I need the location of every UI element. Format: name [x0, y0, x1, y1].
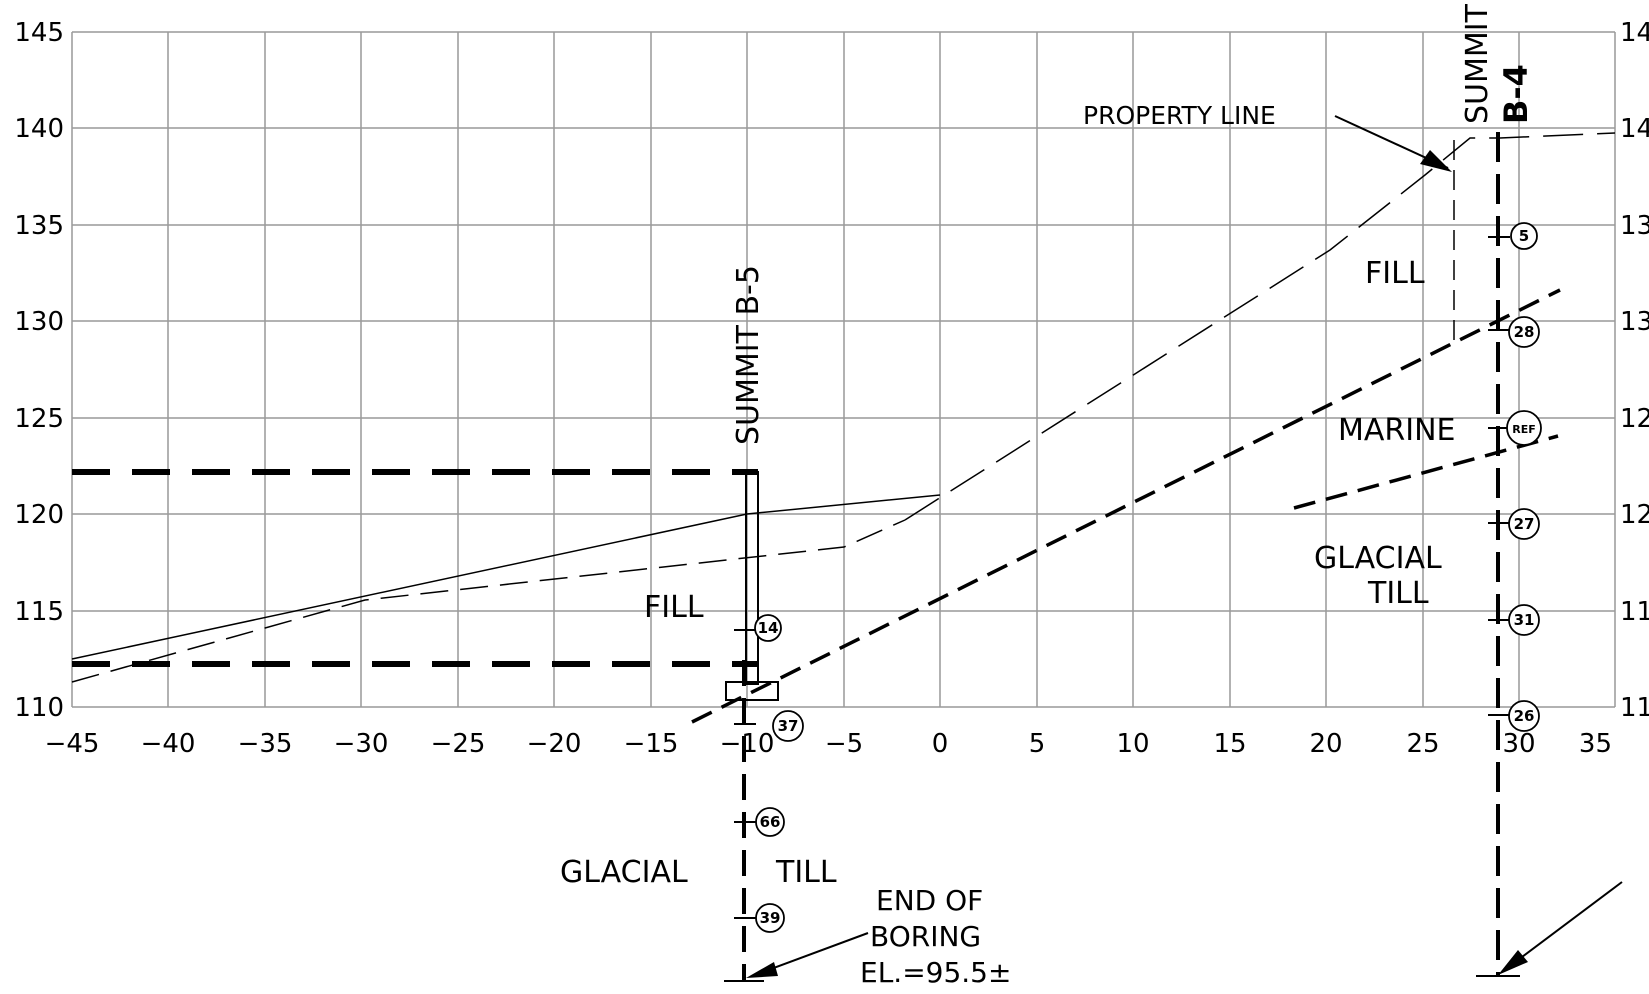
thin-dashed-profile: [904, 132, 1616, 521]
end-of-boring-line1: END OF: [876, 884, 983, 917]
y-tick-label: 145: [14, 18, 64, 48]
blow-count-b4-31: 31: [1508, 604, 1540, 636]
x-tick-label: −30: [334, 729, 389, 759]
y-tick-label-right: 145: [1620, 18, 1649, 48]
x-tick-label: −5: [825, 729, 863, 759]
svg-text:5: 5: [1519, 227, 1529, 245]
blow-count-b4-5: 5: [1510, 222, 1538, 250]
y-tick-label-right: 120: [1620, 500, 1649, 530]
end-of-boring-line2: BORING: [870, 920, 981, 953]
marine-label: MARINE: [1338, 413, 1456, 448]
y-tick-label-right: 110: [1620, 693, 1649, 723]
svg-text:26: 26: [1514, 707, 1535, 725]
y-axis-left: 145 140 135 130 125 120 115 110: [14, 18, 64, 723]
x-tick-label: 10: [1116, 729, 1149, 759]
svg-text:27: 27: [1514, 515, 1535, 533]
blow-count-b4-28: 28: [1508, 316, 1540, 348]
y-tick-label: 125: [14, 404, 64, 434]
wall-stem: [745, 471, 759, 685]
boring-b5-label: SUMMIT B-5: [731, 265, 766, 445]
wall-footing: [725, 681, 779, 701]
y-tick-label: 110: [14, 693, 64, 723]
fill-label-left: FILL: [644, 590, 704, 625]
x-tick-label: −45: [45, 729, 100, 759]
x-tick-label: −10: [720, 729, 775, 759]
x-tick-label: 15: [1213, 729, 1246, 759]
y-axis-right: 145 140 135 130 125 120 115 110: [1620, 18, 1649, 723]
y-tick-label: 120: [14, 500, 64, 530]
end-of-boring-b4-leader: [1498, 881, 1623, 975]
glacial-label-left: GLACIAL: [560, 855, 688, 890]
boring-b4-ticks: [1476, 236, 1520, 977]
x-tick-label: −15: [624, 729, 679, 759]
existing-ground-line: [71, 494, 941, 660]
thin-dashed-profile-left: [71, 519, 906, 683]
blow-count-b4-ref: REF: [1506, 410, 1542, 446]
x-axis: −45 −40 −35 −30 −25 −20 −15 −10 −5 0 5 1…: [45, 729, 1612, 759]
property-line-label: PROPERTY LINE: [1083, 101, 1276, 130]
x-tick-label: 5: [1029, 729, 1046, 759]
blow-count-b4-27: 27: [1508, 508, 1540, 540]
y-tick-label-right: 135: [1620, 211, 1649, 241]
y-tick-label-right: 140: [1620, 114, 1649, 144]
blow-count-b5-37: 37: [772, 710, 804, 742]
glacial-till-right-line2: TILL: [1367, 576, 1429, 611]
fill-label-right: FILL: [1365, 256, 1425, 291]
x-tick-label: 25: [1406, 729, 1439, 759]
svg-text:28: 28: [1514, 323, 1535, 341]
y-tick-label: 135: [14, 211, 64, 241]
glacial-till-right-line1: GLACIAL: [1314, 541, 1442, 576]
y-tick-label-right: 130: [1620, 307, 1649, 337]
x-tick-label: −25: [431, 729, 486, 759]
end-of-boring-b5-leader: [746, 932, 869, 978]
end-of-boring-line3: EL.=95.5±: [860, 956, 1011, 989]
x-tick-label: −20: [527, 729, 582, 759]
x-tick-label: 35: [1579, 729, 1612, 759]
glacial-till-contact-line: [691, 288, 1561, 724]
grid: [71, 31, 1616, 708]
y-tick-label: 115: [14, 597, 64, 627]
x-tick-label: −35: [238, 729, 293, 759]
blow-count-b4-26: 26: [1508, 700, 1540, 732]
property-line-leader: [1334, 115, 1452, 172]
x-tick-label: −40: [141, 729, 196, 759]
svg-text:66: 66: [760, 813, 781, 831]
blow-count-b5-14: 14: [754, 614, 782, 642]
boring-b5-ticks: [724, 629, 764, 982]
blow-count-b5-66: 66: [755, 807, 785, 837]
x-tick-label: 30: [1502, 729, 1535, 759]
svg-text:14: 14: [758, 619, 779, 637]
y-tick-label-right: 115: [1620, 597, 1649, 627]
boring-b4-label-line2: B-4: [1497, 64, 1535, 124]
svg-text:REF: REF: [1512, 423, 1536, 436]
svg-text:31: 31: [1514, 611, 1535, 629]
blow-count-b5-39: 39: [755, 903, 785, 933]
y-tick-label: 130: [14, 307, 64, 337]
boring-b4-label-line1: SUMMIT: [1460, 3, 1495, 124]
y-tick-label-right: 125: [1620, 404, 1649, 434]
marine-contact-line: [1293, 434, 1559, 510]
y-tick-label: 140: [14, 114, 64, 144]
x-tick-label: 20: [1309, 729, 1342, 759]
svg-text:37: 37: [778, 717, 799, 735]
svg-text:39: 39: [760, 909, 781, 927]
till-label-left: TILL: [775, 855, 837, 890]
x-tick-label: 0: [932, 729, 949, 759]
